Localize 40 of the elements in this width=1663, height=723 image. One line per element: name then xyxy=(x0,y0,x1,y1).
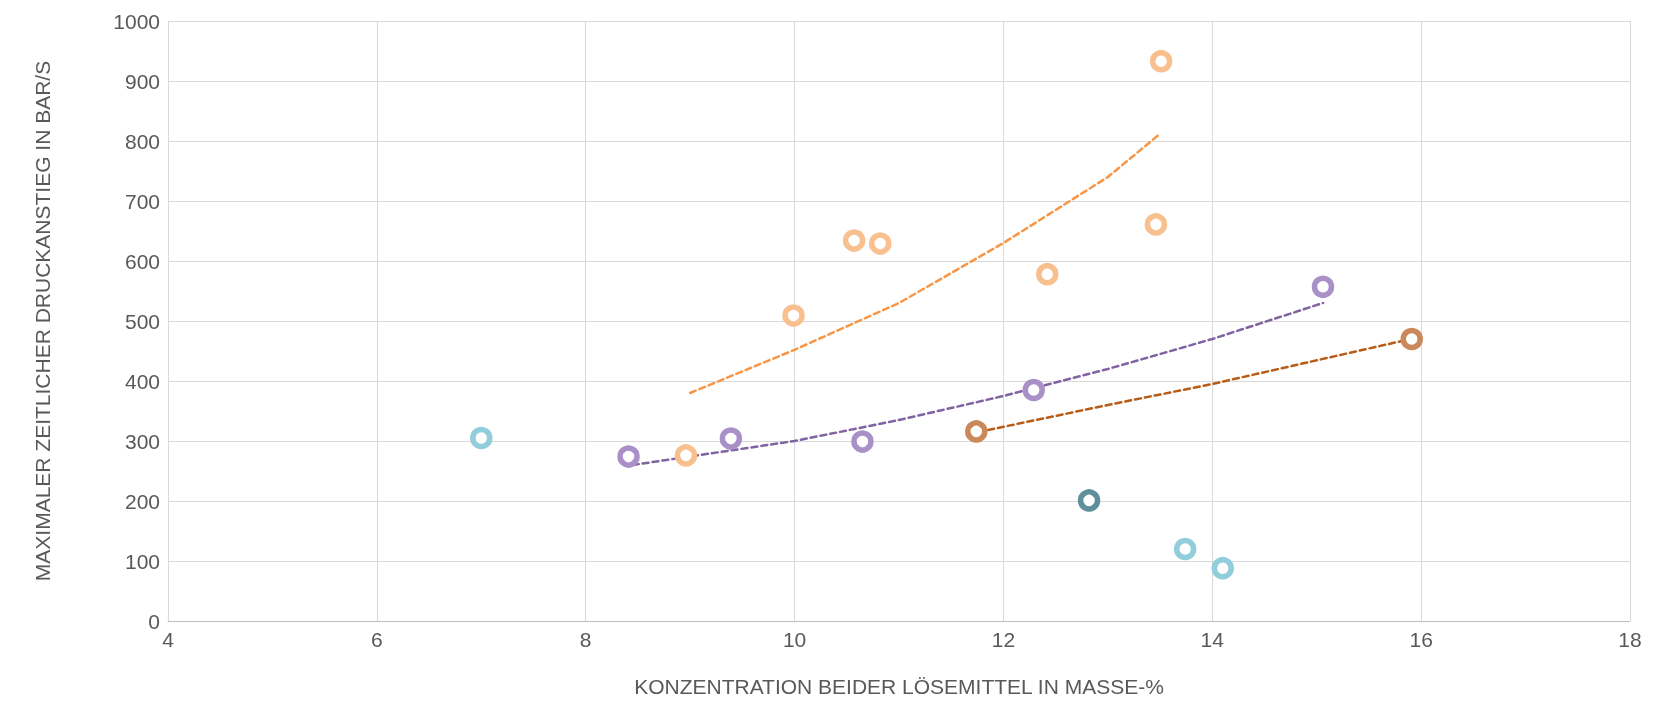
x-tick-label: 14 xyxy=(1200,628,1225,651)
x-tick-label: 8 xyxy=(579,628,592,651)
point xyxy=(782,304,805,327)
x-tick-label: 10 xyxy=(782,628,807,651)
y-tick-label: 300 xyxy=(124,429,160,453)
point xyxy=(868,232,892,255)
point xyxy=(1400,327,1423,351)
y-tick-label: 0 xyxy=(148,609,160,633)
point xyxy=(965,420,988,443)
x-tick-label: 12 xyxy=(991,628,1016,651)
x-tick-label: 16 xyxy=(1409,628,1433,651)
y-tick-label: 800 xyxy=(124,129,160,153)
point xyxy=(719,427,743,450)
x-tick-label: 6 xyxy=(371,628,383,651)
x-tick-label: 18 xyxy=(1618,628,1642,651)
point xyxy=(1036,262,1059,286)
y-axis-title: MAXIMALER ZEITLICHER DRUCKANSTIEG IN BAR/S xyxy=(31,60,54,582)
point xyxy=(1149,49,1173,73)
point xyxy=(674,444,698,467)
point xyxy=(470,426,493,450)
x-axis-title: KONZENTRATION BEIDER LÖSEMITTEL IN MASSE-% xyxy=(634,675,1164,698)
y-tick-label: 100 xyxy=(124,549,160,573)
y-tick-label: 600 xyxy=(124,249,160,273)
y-tick-label: 400 xyxy=(124,369,160,393)
point xyxy=(1144,213,1168,236)
point xyxy=(1173,537,1197,561)
point xyxy=(842,229,866,252)
y-tick-label: 500 xyxy=(124,309,160,333)
point xyxy=(1022,378,1045,402)
point xyxy=(851,430,874,453)
point xyxy=(1211,556,1234,580)
y-tick-label: 200 xyxy=(124,489,160,513)
x-tick-label: 4 xyxy=(162,628,175,651)
y-tick-label: 900 xyxy=(124,69,160,93)
point xyxy=(1311,275,1335,299)
point xyxy=(617,445,640,468)
line-series xyxy=(688,132,1162,395)
y-tick-label: 1000 xyxy=(113,9,160,33)
point xyxy=(1077,489,1101,512)
y-tick-label: 700 xyxy=(124,189,160,213)
